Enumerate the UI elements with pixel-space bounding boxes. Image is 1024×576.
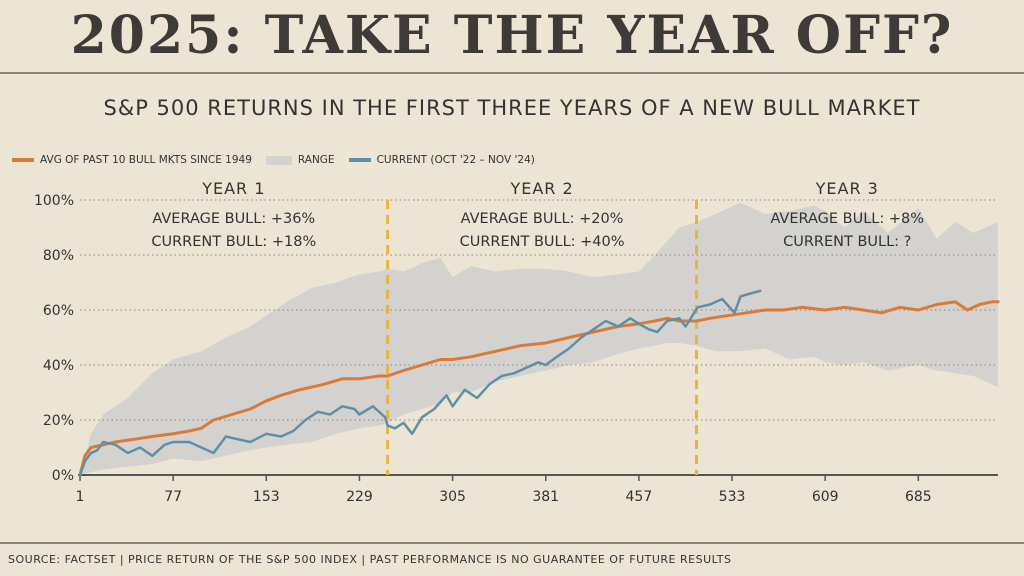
page-title: 2025: TAKE THE YEAR OFF? <box>70 5 954 66</box>
legend-label-current: CURRENT (OCT '22 – NOV '24) <box>376 154 535 166</box>
year-current-text: CURRENT BULL: +40% <box>460 234 625 250</box>
legend-item-avg: AVG OF PAST 10 BULL MKTS SINCE 1949 <box>10 154 252 166</box>
year-label: YEAR 2 <box>509 179 573 198</box>
x-tick-label: 457 <box>626 489 653 505</box>
year-current-text: CURRENT BULL: ? <box>783 234 911 250</box>
range-band <box>80 202 998 476</box>
y-tick-label: 60% <box>43 303 74 319</box>
x-tick-label: 77 <box>164 489 182 505</box>
y-tick-label: 0% <box>52 468 74 484</box>
year-label: YEAR 3 <box>815 179 879 198</box>
chart-svg: 0% 20% 40% 60% 80% 100% 1 77 153 229 305 381 457 533 6… <box>34 179 1000 505</box>
x-tick-label: 533 <box>719 489 746 505</box>
source-note: SOURCE: FACTSET | PRICE RETURN OF THE S&… <box>8 553 732 566</box>
title-rule <box>0 72 1024 74</box>
x-tick-label: 381 <box>532 489 559 505</box>
legend-swatch-current <box>348 158 371 162</box>
legend-swatch-avg <box>12 158 34 162</box>
chart-legend: AVG OF PAST 10 BULL MKTS SINCE 1949 RANG… <box>10 152 547 168</box>
legend-item-range: RANGE <box>264 154 335 166</box>
y-tick-label: 40% <box>43 358 74 374</box>
legend-swatch-range <box>265 155 292 165</box>
legend-label-avg: AVG OF PAST 10 BULL MKTS SINCE 1949 <box>40 154 252 166</box>
chart-subtitle: S&P 500 RETURNS IN THE FIRST THREE YEARS… <box>103 96 921 120</box>
series-line-current <box>78 289 762 477</box>
y-tick-label: 20% <box>43 413 74 429</box>
x-tick-label: 609 <box>812 489 839 505</box>
legend-label-range: RANGE <box>297 154 335 166</box>
footer-rule <box>0 542 1024 544</box>
x-tick-label: 305 <box>439 489 466 505</box>
x-tick-label: 229 <box>346 489 373 505</box>
series-line-average <box>78 300 1000 477</box>
year-average-text: AVERAGE BULL: +20% <box>461 211 624 227</box>
y-tick-label: 80% <box>43 248 74 264</box>
legend-item-current: CURRENT (OCT '22 – NOV '24) <box>347 154 535 166</box>
x-tick-label: 685 <box>905 489 932 505</box>
year-average-text: AVERAGE BULL: +36% <box>152 211 315 227</box>
year-average-text: AVERAGE BULL: +8% <box>770 211 924 227</box>
year-current-text: CURRENT BULL: +18% <box>151 234 316 250</box>
y-tick-label: 100% <box>34 193 74 209</box>
year-label: YEAR 1 <box>201 179 265 198</box>
x-tick-label: 1 <box>76 489 85 505</box>
x-tick-label: 153 <box>253 489 280 505</box>
